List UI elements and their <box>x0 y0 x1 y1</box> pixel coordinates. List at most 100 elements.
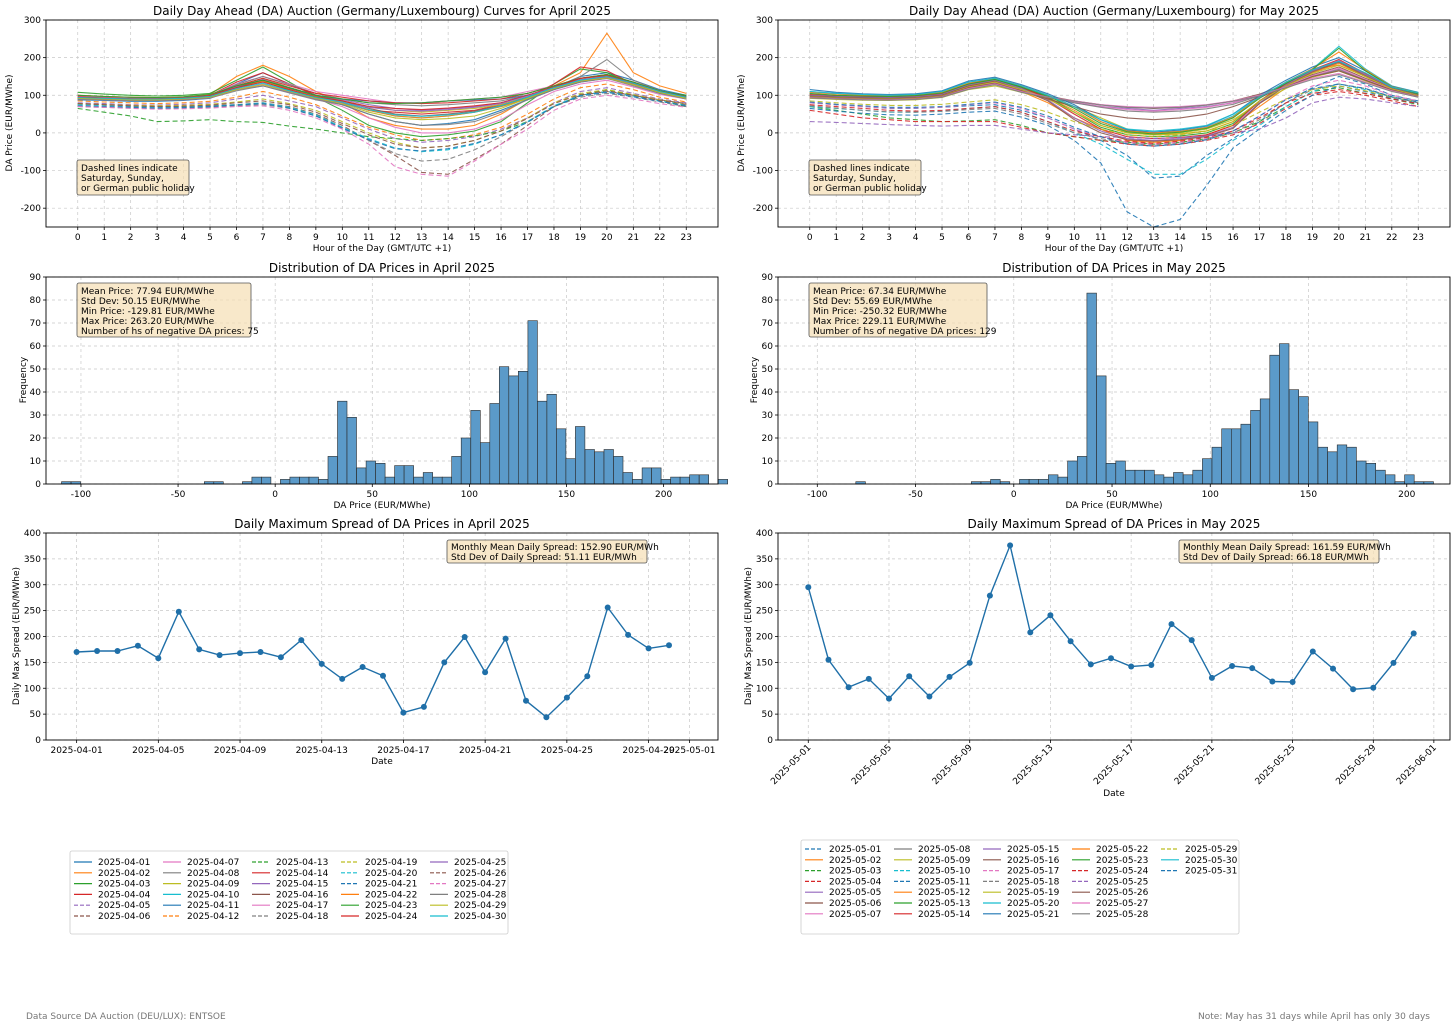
april-legend-label: 2025-04-14 <box>276 869 329 879</box>
may-hist-bin <box>1134 469 1145 485</box>
april-hist-bin <box>622 472 633 485</box>
may-hist-bin <box>1144 469 1155 485</box>
april-curves-ytick-label: 0 <box>35 129 41 139</box>
april-legend-label: 2025-04-12 <box>187 912 239 922</box>
may-legend-label: 2025-05-03 <box>829 867 881 877</box>
april-hist-xtick-label: 150 <box>558 490 575 500</box>
may-hist-ytick-label: 0 <box>767 480 773 490</box>
april-spread-point <box>114 648 121 654</box>
may-legend-label: 2025-05-23 <box>1096 856 1148 866</box>
april-hist-bin <box>479 442 491 485</box>
april-curves-ytick-label: -100 <box>21 167 42 177</box>
may-spread-point <box>1067 638 1074 645</box>
april-hist-bin <box>717 479 729 485</box>
may-spread-point <box>906 673 913 680</box>
april-curves-series-2025-04-18 <box>77 92 687 162</box>
april-spread-ytick-label: 250 <box>24 607 41 617</box>
may-legend-label: 2025-05-16 <box>1007 856 1060 866</box>
april-hist-ytick-label: 60 <box>30 342 42 352</box>
april-curves-xtick-label: 0 <box>75 233 81 243</box>
may-spread-point <box>865 675 872 682</box>
april-hist-bin <box>346 416 357 485</box>
april-legend: 2025-04-012025-04-022025-04-032025-04-04… <box>74 858 507 922</box>
april-hist-bin <box>498 366 510 485</box>
may-spread-point <box>1350 686 1357 693</box>
april-spread-point <box>461 634 468 640</box>
may-hist-bin <box>1375 469 1386 485</box>
may-curves-ytick-label: 100 <box>756 91 773 101</box>
april-spread-point <box>563 694 570 701</box>
may-hist-bin <box>1154 474 1165 485</box>
april-spread-point <box>400 709 407 716</box>
may-spread-point <box>1208 674 1215 681</box>
april-spread-ytick-label: 0 <box>35 736 41 746</box>
april-legend-label: 2025-04-29 <box>454 901 507 911</box>
may-hist-bin <box>1221 428 1232 485</box>
april-legend-label: 2025-04-24 <box>365 912 418 922</box>
may-curves-xtick-label: 19 <box>1307 233 1319 243</box>
april-curves-xtick-label: 20 <box>601 233 613 243</box>
april-spread-point <box>237 650 243 657</box>
may-hist-bin <box>1038 479 1049 485</box>
april-hist-bin <box>556 428 567 485</box>
april-curves-xtick-label: 14 <box>442 233 454 243</box>
april-legend-label: 2025-04-10 <box>187 890 240 900</box>
may-spread-point <box>845 684 852 691</box>
may-spread-point <box>1229 663 1236 669</box>
april-hist-bin <box>537 400 548 485</box>
may-curves-series-2025-05-28 <box>809 74 1419 109</box>
may-spread-point <box>805 584 812 591</box>
april-curves-title: Daily Day Ahead (DA) Auction (Germany/Lu… <box>153 4 611 18</box>
april-curves-xtick-label: 3 <box>154 233 160 243</box>
may-hist-bin <box>990 479 1001 485</box>
may-hist-bin <box>1336 444 1348 485</box>
april-legend-label: 2025-04-28 <box>454 890 507 900</box>
april-spread-title: Daily Maximum Spread of DA Prices in Apr… <box>234 517 530 531</box>
april-curves-ytick-label: 300 <box>24 16 41 26</box>
may-spread-point <box>1188 637 1195 644</box>
april-legend-label: 2025-04-22 <box>365 890 417 900</box>
may-hist-bin <box>1028 479 1039 485</box>
may-hist-bin <box>1231 428 1242 485</box>
may-spread-point <box>1007 542 1014 549</box>
may-legend-label: 2025-05-19 <box>1007 888 1060 898</box>
april-spread-point <box>543 714 550 721</box>
may-stat-max: Max Price: 229.11 EUR/MWhe <box>813 317 947 327</box>
may-spread-point <box>1148 662 1155 668</box>
april-spread-point <box>318 660 325 667</box>
may-curves-ylabel: DA Price (EUR/MWhe) <box>737 74 747 171</box>
april-curves-ytick-label: 100 <box>24 91 41 101</box>
may-legend-label: 2025-05-05 <box>829 888 881 898</box>
april-hist-bin <box>356 467 367 485</box>
april-legend-label: 2025-04-27 <box>454 880 506 890</box>
may-spread-point <box>1047 612 1054 619</box>
april-annotation-line-1: Dashed lines indicate <box>81 164 178 174</box>
may-curves-series-2025-05-16 <box>809 61 1419 142</box>
april-hist-bin <box>603 449 614 485</box>
may-spread-point <box>825 656 832 663</box>
may-curves-series-2025-05-29 <box>809 85 1419 138</box>
may-hist-bin <box>1057 476 1068 485</box>
may-legend-label: 2025-05-13 <box>918 899 970 909</box>
april-hist-bin <box>508 375 519 485</box>
may-spread-ytick-label: 300 <box>756 581 773 591</box>
april-spread-ytick-label: 300 <box>24 581 41 591</box>
april-hist-bin <box>403 465 414 485</box>
april-legend-label: 2025-04-21 <box>365 880 417 890</box>
april-curves-xtick-label: 23 <box>681 233 692 243</box>
may-hist-bin <box>1202 458 1213 485</box>
may-spread-ylabel: Daily Max Spread (EUR/MWhe) <box>744 567 754 705</box>
may-hist-ytick-label: 10 <box>762 457 774 467</box>
april-legend-label: 2025-04-06 <box>98 912 151 922</box>
april-hist-bin <box>318 479 329 485</box>
april-spread-point <box>359 664 366 670</box>
april-hist-bin <box>689 474 700 485</box>
may-stat-mean: Mean Price: 67.34 EUR/MWhe <box>813 287 947 297</box>
may-hist-xtick-label: -50 <box>908 490 923 500</box>
may-legend-label: 2025-05-29 <box>1185 845 1238 855</box>
may-curves-xlabel: Hour of the Day (GMT/UTC +1) <box>1045 244 1184 254</box>
april-spread-std: Std Dev of Daily Spread: 51.11 EUR/MWh <box>451 553 637 563</box>
may-spread-ytick-label: 350 <box>756 555 773 565</box>
